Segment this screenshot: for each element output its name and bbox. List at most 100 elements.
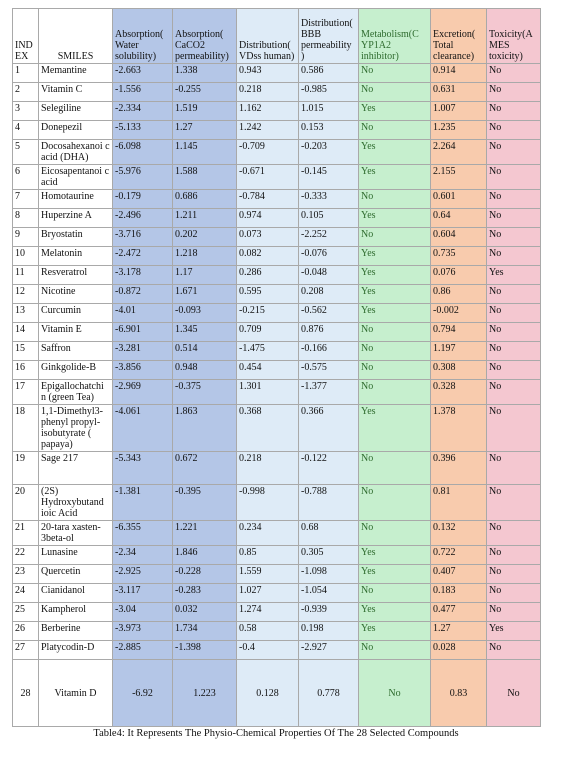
table-row: 2 Vitamin C -1.556 -0.255 0.218 -0.985 No 0.631… [12, 82, 541, 102]
table-cell: -1.556 [112, 82, 173, 102]
table-cell: 25 [12, 602, 39, 622]
table-cell: Resveratrol [38, 265, 113, 285]
table-row: 7 Homotaurine -0.179 0.686 -0.784 -0.333 No 0.6… [12, 189, 541, 209]
table-cell: -1.398 [172, 640, 237, 660]
table-cell: 1.846 [172, 545, 237, 565]
table-cell: -0.784 [236, 189, 299, 209]
table-row: 28 Vitamin D -6.92 1.223 0.128 0.778 No 0.83 No [12, 659, 541, 727]
table-cell: 0.407 [430, 564, 487, 584]
table-cell: Berberine [38, 621, 113, 641]
table-cell: Huperzine A [38, 208, 113, 228]
table-cell: -0.215 [236, 303, 299, 323]
table-cell: Bryostatin [38, 227, 113, 247]
table-cell: 14 [12, 322, 39, 342]
table-cell: -2.496 [112, 208, 173, 228]
table-cell: 0.672 [172, 451, 237, 485]
table-cell: 20-tara xasten-3beta-ol [38, 520, 113, 546]
table-cell: -0.872 [112, 284, 173, 304]
table-cell: 1.211 [172, 208, 237, 228]
table-row: 11 Resveratrol -3.178 1.17 0.286 -0.048 Yes 0.0… [12, 265, 541, 285]
table-cell: No [358, 484, 431, 521]
table-cell: No [486, 564, 541, 584]
table-cell: No [358, 520, 431, 546]
table-cell: No [486, 659, 541, 727]
table-cell: Vitamin C [38, 82, 113, 102]
table-cell: 1.235 [430, 120, 487, 140]
table-cell: 0.778 [298, 659, 359, 727]
table-cell: -0.002 [430, 303, 487, 323]
table-row: 4 Donepezil -5.133 1.27 1.242 0.153 No 1.235 No [12, 120, 541, 140]
table-cell: -0.333 [298, 189, 359, 209]
table-cell: -5.133 [112, 120, 173, 140]
table-cell: 0.218 [236, 451, 299, 485]
table-cell: 23 [12, 564, 39, 584]
table-row: 15 Saffron -3.281 0.514 -1.475 -0.166 No 1.197 N… [12, 341, 541, 361]
table-cell: 0.368 [236, 404, 299, 452]
table-cell: 0.586 [298, 63, 359, 83]
table-row: 23 Quercetin -2.925 -0.228 1.559 -1.098 Yes 0.4… [12, 564, 541, 584]
table-cell: No [358, 120, 431, 140]
table-cell: -0.4 [236, 640, 299, 660]
table-cell: -1.098 [298, 564, 359, 584]
table-cell: -0.671 [236, 164, 299, 190]
table-row: 21 20-tara xasten-3beta-ol -6.355 1.221 0.23… [12, 520, 541, 546]
table-cell: Eicosapentanoi c acid [38, 164, 113, 190]
table-cell: Homotaurine [38, 189, 113, 209]
table-cell: 0.914 [430, 63, 487, 83]
table-cell: 0.722 [430, 545, 487, 565]
table-cell: -0.998 [236, 484, 299, 521]
table-cell: -3.117 [112, 583, 173, 603]
table-cell: 6 [12, 164, 39, 190]
table-cell: No [486, 120, 541, 140]
table-cell: -2.334 [112, 101, 173, 121]
table-cell: 2.264 [430, 139, 487, 165]
table-cell: No [486, 520, 541, 546]
table-cell: Melatonin [38, 246, 113, 266]
table-cell: Platycodin-D [38, 640, 113, 660]
table-body: 1 Memantine -2.663 1.338 0.943 0.586 No 0.914 No… [12, 63, 541, 727]
table-cell: -0.709 [236, 139, 299, 165]
table-row: 27 Platycodin-D -2.885 -1.398 -0.4 -2.927 No 0.… [12, 640, 541, 660]
table-cell: 13 [12, 303, 39, 323]
table-cell: No [486, 227, 541, 247]
table-cell: 0.132 [430, 520, 487, 546]
table-cell: -5.343 [112, 451, 173, 485]
table-cell: 1.027 [236, 583, 299, 603]
table-cell: No [486, 246, 541, 266]
table-cell: 0.794 [430, 322, 487, 342]
header-row: IND EX SMILES Absorption( Water solubility… [12, 8, 541, 64]
table-cell: Saffron [38, 341, 113, 361]
table-cell: -4.01 [112, 303, 173, 323]
table-cell: Lunasine [38, 545, 113, 565]
table-cell: Curcumin [38, 303, 113, 323]
table-cell: 0.305 [298, 545, 359, 565]
table-cell: No [486, 602, 541, 622]
table-cell: No [486, 341, 541, 361]
table-cell: -0.375 [172, 379, 237, 405]
table-cell: 1,1-Dimethyl3-phenyl propyl-isobutyrate … [38, 404, 113, 452]
table-cell: 16 [12, 360, 39, 380]
table-cell: No [358, 583, 431, 603]
table-cell: -0.255 [172, 82, 237, 102]
table-row: 25 Kampherol -3.04 0.032 1.274 -0.939 Yes 0.477… [12, 602, 541, 622]
table-cell: Yes [358, 265, 431, 285]
table-cell: -2.927 [298, 640, 359, 660]
table-cell: -2.925 [112, 564, 173, 584]
header-cell: Metabolism(C YP1A2 inhibitor) [358, 8, 431, 64]
table-row: 18 1,1-Dimethyl3-phenyl propyl-isobutyrat… [12, 404, 541, 452]
table-cell: 1.559 [236, 564, 299, 584]
table-cell: -1.054 [298, 583, 359, 603]
table-cell: -0.788 [298, 484, 359, 521]
table-cell: 4 [12, 120, 39, 140]
table-cell: 1.162 [236, 101, 299, 121]
header-cell: SMILES [38, 8, 113, 64]
table-cell: No [486, 322, 541, 342]
table-cell: Yes [358, 602, 431, 622]
table-cell: 12 [12, 284, 39, 304]
table-cell: 0.366 [298, 404, 359, 452]
table-cell: No [358, 63, 431, 83]
table-cell: 0.86 [430, 284, 487, 304]
table-cell: 1.27 [172, 120, 237, 140]
table-cell: Kampherol [38, 602, 113, 622]
table-cell: No [486, 284, 541, 304]
